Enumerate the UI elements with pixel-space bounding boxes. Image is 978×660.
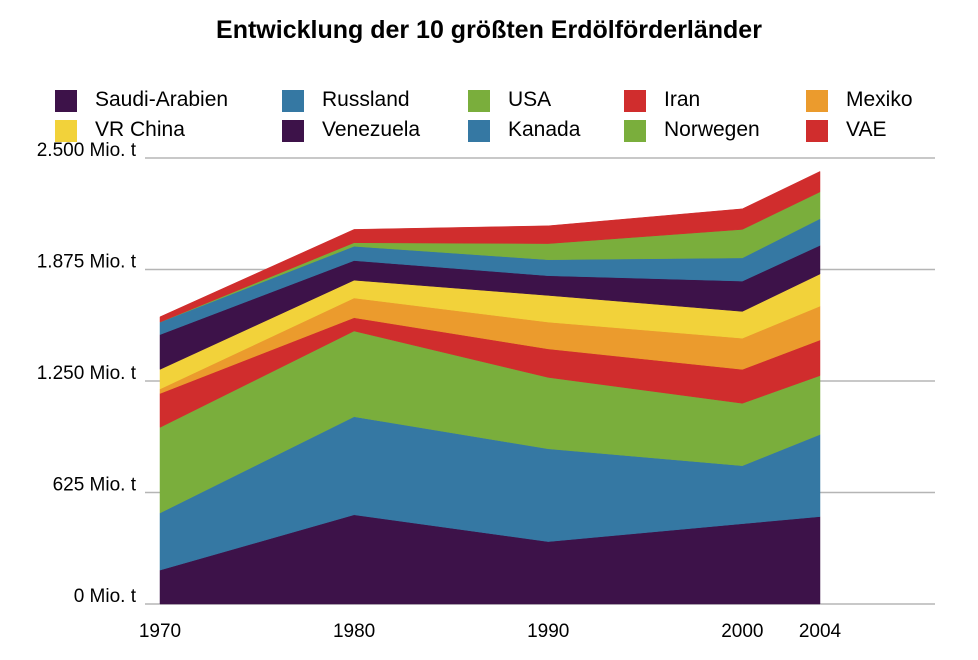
y-tick-label: 1.875 Mio. t <box>37 252 137 273</box>
legend-swatch <box>624 90 646 112</box>
legend-label: VAE <box>846 118 887 141</box>
legend-swatch <box>55 120 77 142</box>
x-tick-label: 1970 <box>139 621 181 642</box>
legend-label: Mexiko <box>846 88 913 111</box>
area-series-vae <box>159 171 821 323</box>
legend-label: Norwegen <box>664 118 760 141</box>
x-tick-label: 2004 <box>799 621 842 642</box>
y-tick-label: 625 Mio. t <box>53 475 137 496</box>
x-tick-label: 1990 <box>527 621 569 642</box>
legend-label: VR China <box>95 118 185 141</box>
legend-swatch <box>468 120 490 142</box>
legend-label: Saudi-Arabien <box>95 88 229 111</box>
y-tick-label: 2.500 Mio. t <box>37 140 137 161</box>
legend-label: Kanada <box>508 118 581 141</box>
y-tick-label: 0 Mio. t <box>74 586 137 607</box>
legend-label: Russland <box>322 88 410 111</box>
legend-swatch <box>806 120 828 142</box>
legend-swatch <box>468 90 490 112</box>
x-tick-label: 2000 <box>721 621 763 642</box>
legend-label: Venezuela <box>322 118 421 141</box>
x-tick-label: 1980 <box>333 621 375 642</box>
legend-label: Iran <box>664 88 701 111</box>
legend: Saudi-Arabien Russland USA Iran Mexiko VR Chi… <box>0 0 978 150</box>
legend-swatch <box>282 120 304 142</box>
y-tick-label: 1.250 Mio. t <box>37 363 137 384</box>
legend-swatch <box>624 120 646 142</box>
legend-swatch <box>55 90 77 112</box>
legend-swatch <box>806 90 828 112</box>
chart-title: Entwicklung der 10 größten Erdölförderlä… <box>216 16 762 44</box>
legend-label: USA <box>508 88 552 111</box>
legend-swatch <box>282 90 304 112</box>
